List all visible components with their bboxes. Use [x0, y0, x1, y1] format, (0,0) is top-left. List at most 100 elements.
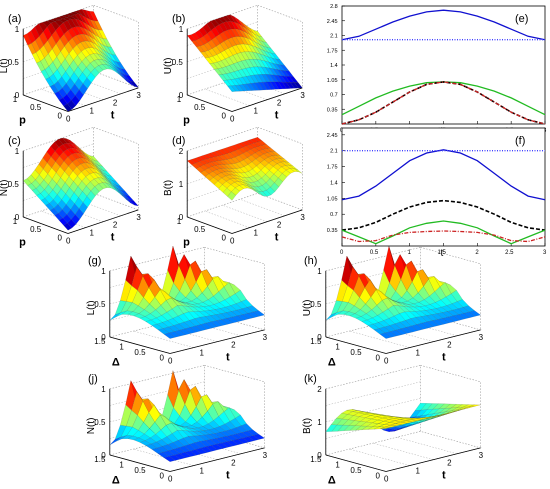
t-axis-line — [385, 447, 481, 472]
series-line — [341, 149, 546, 201]
t-axis-label: t — [442, 470, 446, 482]
floor-gridline — [349, 330, 410, 348]
t-tick-label: 0 — [66, 114, 71, 123]
param-tick-label: 1 — [13, 217, 18, 226]
surface-patch — [111, 180, 121, 187]
surface-patch — [293, 168, 303, 174]
floor-gridline — [396, 437, 458, 454]
series-line — [341, 220, 546, 245]
side-wall — [204, 364, 265, 448]
t-tick-label: 0 — [168, 356, 173, 365]
surface-patch — [262, 41, 272, 49]
param-axis-line — [109, 336, 171, 354]
t-tick-label: 3 — [300, 213, 305, 222]
y-tick-label: 1.4 — [330, 180, 338, 186]
t-tick-label: 1 — [253, 107, 258, 116]
param-axis-line — [187, 94, 233, 112]
param-tick-label: 0 — [376, 353, 381, 362]
z-axis-label: N(t) — [86, 418, 97, 435]
z-tick-label: 1 — [101, 267, 106, 276]
z-tick-label: 0 — [317, 333, 322, 342]
surface-patch — [463, 404, 475, 408]
surface-patch — [107, 46, 117, 56]
t-tick-label: 2 — [447, 459, 452, 468]
x-tick-label: 1.5 — [438, 250, 447, 256]
y-tick-label: 1.05 — [327, 78, 338, 84]
surface-patch — [469, 404, 481, 407]
z-tick-label: 1 — [101, 385, 106, 394]
t-tick-label: 2 — [277, 99, 282, 108]
z-tick-label: 0 — [179, 213, 184, 222]
side-wall — [257, 4, 303, 88]
param-tick-label: 1 — [119, 460, 124, 469]
t-tick-label: 2 — [113, 99, 118, 108]
y-tick-label: 1.75 — [327, 48, 338, 54]
series-line — [341, 81, 546, 125]
surface-patch — [444, 282, 457, 294]
param-axis-line — [23, 216, 69, 234]
panel-label: (b) — [172, 13, 185, 25]
z-tick-label: 0 — [15, 213, 20, 222]
side-wall — [93, 126, 139, 210]
z-tick-label: 1 — [317, 418, 322, 427]
floor-gridline — [239, 199, 285, 216]
t-tick-label: 0 — [230, 114, 235, 123]
param-axis-line — [109, 454, 171, 472]
wall-gridline — [325, 381, 421, 406]
floor-gridline — [349, 448, 410, 466]
panel-label: (j) — [88, 373, 98, 385]
t-tick-label: 3 — [263, 451, 268, 460]
param-tick-label: 0.5 — [30, 225, 42, 234]
floor-gridline — [373, 442, 434, 460]
z-tick-label: 1 — [15, 25, 20, 34]
floor-gridline — [204, 210, 250, 228]
param-tick-label: 0.5 — [134, 466, 146, 475]
param-axis-line — [187, 216, 233, 234]
param-tick-label: 1.5 — [310, 337, 322, 346]
z-tick-label: 0 — [101, 451, 106, 460]
param-axis-label: p — [183, 237, 190, 249]
y-tick-label: 2.8 — [330, 4, 338, 10]
z-tick-label: 0 — [15, 91, 20, 100]
x-tick-label: 2.5 — [505, 250, 514, 256]
param-tick-label: 0 — [160, 353, 165, 362]
z-tick-label: 0.5 — [172, 58, 184, 67]
t-tick-label: 1 — [89, 107, 94, 116]
surface-patch — [235, 289, 247, 302]
param-tick-label: 1 — [335, 460, 340, 469]
side-wall — [420, 246, 481, 330]
surface-patch — [420, 403, 433, 411]
t-axis-line — [231, 209, 303, 234]
param-tick-label: 0 — [222, 233, 227, 242]
param-tick-label: 0.5 — [194, 225, 206, 234]
param-axis-line — [325, 454, 387, 472]
z-tick-label: 2 — [317, 385, 322, 394]
surface-patch — [280, 158, 290, 163]
z-tick-label: 0 — [101, 333, 106, 342]
panel-f: 0 0.5 1 1.5 2 2.5 3 0.35 0.7 1.05 1.4 1.75 2.1 2.45 t (… — [327, 127, 547, 259]
z-tick-label: 1 — [179, 25, 184, 34]
t-tick-label: 1 — [416, 349, 421, 358]
side-wall — [93, 4, 139, 88]
t-tick-label: 0 — [384, 356, 389, 365]
surface-patch — [275, 155, 286, 160]
param-tick-label: 0 — [160, 471, 165, 480]
surface-patch — [125, 74, 135, 83]
panel-label: (h) — [304, 255, 317, 267]
surface-patch — [293, 82, 303, 89]
panel-label: (d) — [172, 135, 185, 147]
panel-e: 00.511.522.530.350.71.051.41.752.12.452.… — [327, 4, 547, 137]
t-axis-label: t — [442, 352, 446, 364]
surface-patch — [228, 282, 241, 294]
param-tick-label: 1.5 — [94, 337, 106, 346]
t-tick-label: 3 — [479, 451, 484, 460]
panel-label: (k) — [304, 373, 317, 385]
surface-patch — [284, 70, 294, 77]
z-axis-label: N(t) — [0, 180, 10, 197]
t-tick-label: 1 — [416, 467, 421, 476]
